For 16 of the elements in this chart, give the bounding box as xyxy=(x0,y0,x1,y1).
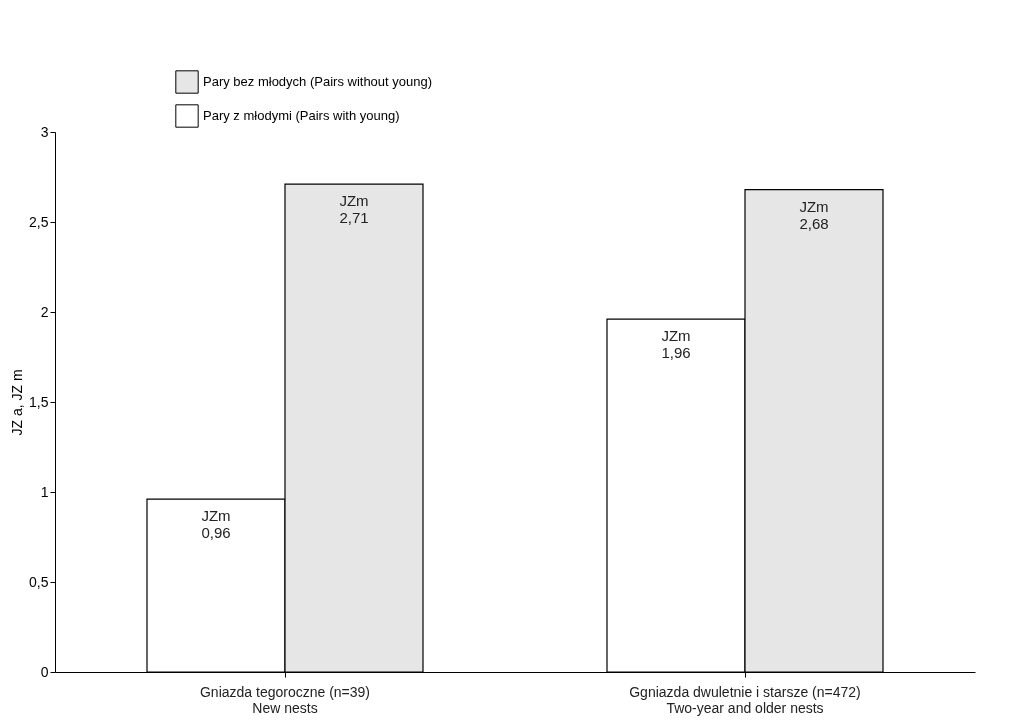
y-tick-label: 1 xyxy=(40,483,49,500)
y-tick-label: 3 xyxy=(40,123,49,140)
y-axis-title: JZ a, JZ m xyxy=(9,369,26,436)
data-label: JZm 1,96 xyxy=(661,327,691,362)
data-label: JZm 2,68 xyxy=(799,197,829,232)
y-tick-label: 1,5 xyxy=(29,393,49,410)
y-tick-label: 2 xyxy=(40,303,49,320)
legend-label: Pary bez młodych (Pairs without young) xyxy=(203,74,433,89)
y-tick-label: 0,5 xyxy=(29,573,49,590)
y-tick-label: 2,5 xyxy=(29,213,49,230)
x-tick-label: Gniazda tegoroczne (n=39) New nests xyxy=(199,683,371,716)
x-tick-label: Ggniazda dwuletnie i starsze (n=472) Two-year and older nests xyxy=(629,683,861,716)
data-label: JZm 2,71 xyxy=(339,192,369,227)
legend-label: Pary z młodymi (Pairs with young) xyxy=(203,108,400,123)
data-label: JZm 0,96 xyxy=(201,507,231,542)
y-tick-label: 0 xyxy=(40,663,49,680)
